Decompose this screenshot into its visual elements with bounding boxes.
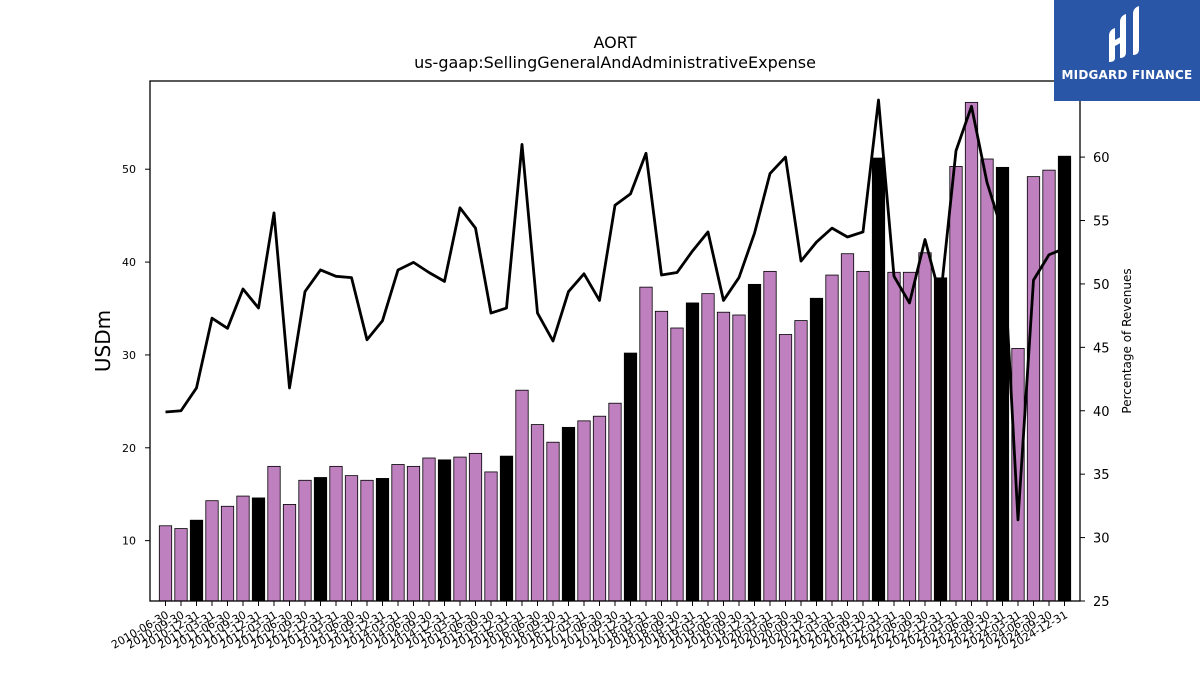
bar-2024-12-31 [1057, 155, 1072, 602]
bar-2011-12-31 [251, 497, 266, 602]
bar-2021-12-31 [871, 157, 886, 602]
y2-tick-label: 50 [1093, 278, 1110, 293]
midgard-logo-icon [1109, 6, 1139, 62]
bar-2019-03-31 [701, 293, 715, 602]
bar-2017-12-31 [623, 352, 638, 602]
bar-2017-06-30 [592, 415, 607, 602]
bar-2016-06-30 [530, 424, 545, 602]
bar-2012-03-31 [267, 465, 281, 602]
bar-2023-03-31 [949, 166, 963, 602]
bar-2017-03-31 [577, 420, 591, 602]
bar-2021-09-30 [856, 270, 870, 602]
axes: 102030405025303540455055602010-06-302010… [109, 80, 1110, 652]
bar-2018-12-31 [685, 302, 700, 602]
y2-tick-label: 60 [1093, 151, 1110, 166]
bar-2014-06-30 [406, 465, 421, 602]
bar-2016-03-31 [515, 389, 529, 602]
y2-tick-label: 55 [1093, 215, 1110, 230]
y-tick-label: 10 [122, 535, 136, 548]
bar-2012-12-31 [313, 477, 328, 602]
bar-2024-09-30 [1042, 169, 1056, 602]
midgard-finance-logo: MIDGARD FINANCE [1054, 0, 1200, 101]
bar-2011-09-30 [236, 495, 250, 602]
bar-2023-06-30 [964, 101, 979, 602]
y-axis-label: USDm [91, 310, 115, 372]
pct-of-revenue-line [165, 98, 1066, 522]
bar-2024-06-30 [1026, 176, 1041, 602]
bar-2014-03-31 [391, 464, 405, 602]
bar-2020-09-30 [794, 320, 808, 602]
bar-2013-09-30 [360, 479, 374, 602]
bar-2020-03-31 [763, 270, 777, 602]
bar-2014-09-30 [422, 457, 436, 602]
bar-2019-06-30 [716, 311, 731, 602]
bar-2022-06-30 [902, 271, 917, 602]
bar-2022-09-30 [918, 252, 932, 602]
bar-2019-12-31 [747, 283, 762, 602]
y2-tick-label: 30 [1093, 532, 1110, 547]
bar-2018-06-30 [654, 310, 669, 602]
bar-2016-09-30 [546, 441, 560, 602]
bar-2017-09-30 [608, 402, 622, 602]
bar-2022-12-31 [933, 277, 948, 602]
bar-2015-12-31 [499, 455, 514, 602]
bar-2010-12-31 [189, 519, 204, 602]
y2-tick-label: 25 [1093, 595, 1110, 610]
bar-2019-09-30 [732, 314, 746, 602]
bar-2015-03-31 [453, 456, 467, 602]
bar-2018-03-31 [639, 286, 653, 602]
y-tick-label: 50 [122, 163, 136, 176]
bar-2013-12-31 [375, 478, 390, 602]
bar-2018-09-30 [670, 327, 684, 602]
bar-2012-09-30 [298, 479, 312, 602]
bar-2010-09-30 [174, 528, 188, 602]
y-tick-label: 40 [122, 256, 136, 269]
y2-tick-label: 40 [1093, 405, 1110, 420]
bar-2021-03-31 [825, 274, 839, 602]
bar-2010-06-30 [158, 525, 173, 602]
bar-2020-12-31 [809, 297, 824, 602]
bar-2015-09-30 [484, 471, 498, 602]
bar-2022-03-31 [887, 271, 901, 602]
pct-line-series [165, 98, 1066, 522]
y2-tick-label: 45 [1093, 341, 1110, 356]
bar-2014-12-31 [437, 459, 452, 602]
y-tick-label: 20 [122, 442, 136, 455]
chart-title: AORT [594, 33, 637, 52]
bar-2021-06-30 [840, 253, 855, 602]
bar-2011-06-30 [220, 505, 235, 602]
bar-2015-06-30 [468, 452, 483, 602]
y-tick-label: 30 [122, 349, 136, 362]
bar-2011-03-31 [205, 500, 219, 602]
chart-subtitle: us-gaap:SellingGeneralAndAdministrativeE… [414, 53, 816, 72]
bar-2020-06-30 [778, 334, 793, 602]
bar-2024-03-31 [1011, 348, 1025, 602]
bar-2016-12-31 [561, 426, 576, 602]
bar-2012-06-30 [282, 504, 297, 602]
bar-2023-09-30 [980, 158, 994, 602]
bar-2013-03-31 [329, 465, 343, 602]
y2-tick-label: 35 [1093, 468, 1110, 483]
logo-text: MIDGARD FINANCE [1061, 68, 1193, 82]
y2-axis-label: Percentage of Revenues [1120, 268, 1134, 413]
bar-2013-06-30 [344, 475, 359, 602]
